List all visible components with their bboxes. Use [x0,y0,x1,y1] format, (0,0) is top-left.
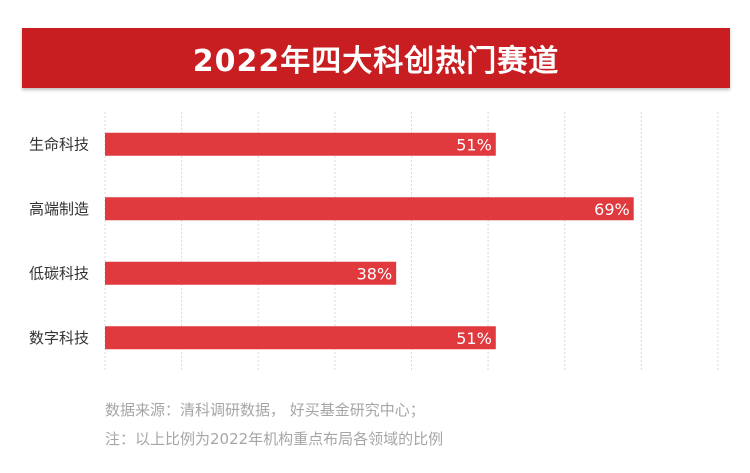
data-label: 51% [456,329,492,348]
bar [105,326,496,350]
data-label: 51% [456,135,492,154]
source-note: 数据来源：清科调研数据， 好买基金研究中心； [105,401,425,419]
chart-title: 2022年四大科创热门赛道 [192,44,560,79]
bar [105,132,496,156]
bar [105,261,397,285]
category-label: 数字科技 [29,329,89,347]
data-label: 38% [357,264,393,283]
footnote-note: 注：以上比例为2022年机构重点布局各领域的比例 [105,430,444,448]
bar [105,197,634,221]
chart-title-banner: 2022年四大科创热门赛道 [22,28,730,88]
category-label: 低碳科技 [29,264,89,282]
category-label: 生命科技 [29,135,89,153]
data-label: 69% [594,200,630,219]
category-label: 高端制造 [29,200,89,218]
